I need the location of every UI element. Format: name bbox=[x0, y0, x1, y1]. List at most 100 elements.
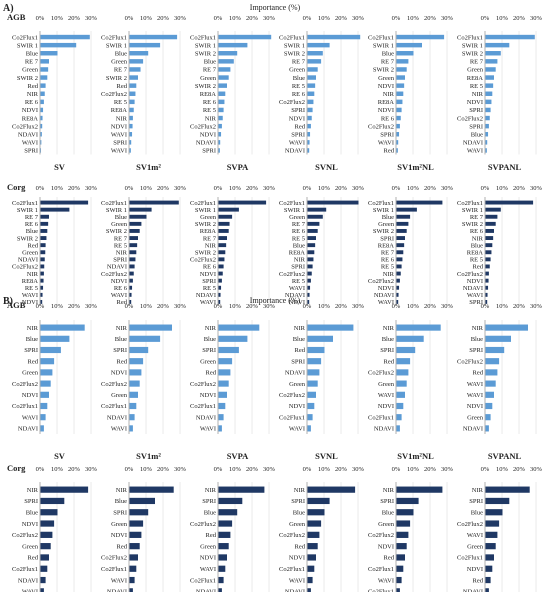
category-label: WAVI bbox=[289, 285, 305, 292]
bar bbox=[129, 543, 140, 550]
category-label: SWIR 1 bbox=[195, 42, 216, 49]
panel-title: SVPANL bbox=[488, 451, 522, 461]
bar bbox=[396, 509, 414, 516]
category-label: NDAVI bbox=[107, 414, 127, 421]
bar bbox=[307, 34, 361, 40]
category-label: RE 5 bbox=[381, 264, 394, 271]
category-label: Co2Flux2 bbox=[190, 381, 216, 388]
category-label: NDVI bbox=[289, 115, 305, 122]
category-label: RE 5 bbox=[292, 83, 305, 90]
bar bbox=[307, 207, 327, 212]
x-tick-label: 30% bbox=[85, 303, 98, 310]
bar bbox=[129, 509, 149, 516]
bar bbox=[485, 59, 498, 64]
category-label: NDVI bbox=[111, 532, 127, 539]
category-label: Co2Flux1 bbox=[190, 200, 216, 207]
x-tick-label: 0% bbox=[214, 15, 223, 22]
x-tick-label: 20% bbox=[513, 15, 526, 22]
bar bbox=[129, 271, 134, 276]
bar bbox=[396, 236, 405, 241]
bar bbox=[218, 554, 227, 561]
x-tick-label: 10% bbox=[318, 303, 331, 310]
x-tick-label: 0% bbox=[36, 466, 45, 473]
bar bbox=[396, 531, 409, 538]
category-label: WAVI bbox=[22, 414, 38, 421]
x-tick-label: 10% bbox=[496, 466, 509, 473]
category-label: NDVI bbox=[22, 299, 38, 306]
x-tick-label: 20% bbox=[246, 466, 259, 473]
bar bbox=[307, 324, 354, 331]
bar bbox=[307, 264, 313, 269]
category-label: RE8A bbox=[22, 278, 39, 285]
bar bbox=[218, 207, 239, 212]
x-tick-label: 0% bbox=[214, 303, 223, 310]
category-label: SPRI bbox=[291, 107, 305, 114]
x-tick-label: 20% bbox=[513, 185, 526, 192]
bar bbox=[396, 67, 407, 72]
bar bbox=[396, 207, 417, 212]
category-label: SPRI bbox=[380, 131, 394, 138]
category-label: SPRI bbox=[24, 347, 38, 354]
category-label: SWIR 1 bbox=[106, 42, 127, 49]
category-label: NIR bbox=[205, 487, 217, 494]
category-label: Co2Flux1 bbox=[279, 414, 305, 421]
category-label: Co2Flux2 bbox=[12, 264, 38, 271]
bar bbox=[129, 236, 138, 241]
bar bbox=[218, 140, 221, 145]
bar bbox=[40, 148, 42, 153]
bar bbox=[218, 346, 239, 354]
x-tick-label: 30% bbox=[441, 303, 454, 310]
bar bbox=[396, 243, 405, 248]
category-label: SWIR 2 bbox=[17, 75, 38, 82]
category-label: NDVI bbox=[22, 392, 38, 399]
category-label: RE8A bbox=[467, 75, 484, 82]
bar bbox=[485, 391, 494, 398]
x-tick-label: 30% bbox=[85, 466, 98, 473]
category-label: Green bbox=[200, 75, 217, 82]
bar bbox=[307, 292, 310, 297]
x-tick-label: 0% bbox=[125, 185, 134, 192]
x-tick-label: 30% bbox=[263, 466, 276, 473]
category-label: Green bbox=[378, 221, 395, 228]
bar bbox=[40, 207, 70, 212]
x-tick-label: 30% bbox=[85, 185, 98, 192]
category-label: SWIR 2 bbox=[373, 67, 394, 74]
bar bbox=[307, 509, 325, 516]
bar bbox=[396, 264, 402, 269]
category-label: Co2Flux1 bbox=[101, 403, 127, 410]
bar bbox=[396, 369, 409, 376]
category-label: NIR bbox=[205, 325, 217, 332]
category-label: Co2Flux1 bbox=[12, 403, 38, 410]
axis-title: Importance (%) bbox=[250, 3, 301, 12]
category-label: Co2Flux2 bbox=[101, 381, 127, 388]
x-tick-label: 20% bbox=[335, 466, 348, 473]
bar bbox=[218, 588, 222, 592]
x-tick-label: 0% bbox=[36, 185, 45, 192]
category-label: RE 5 bbox=[470, 257, 483, 264]
bar bbox=[307, 588, 311, 592]
category-label: Blue bbox=[382, 336, 394, 343]
category-label: NDVI bbox=[200, 555, 216, 562]
category-label: Blue bbox=[115, 336, 127, 343]
category-label: Blue bbox=[26, 50, 38, 57]
bar bbox=[307, 358, 322, 365]
bar bbox=[129, 228, 140, 233]
x-tick-label: 0% bbox=[303, 15, 312, 22]
bar bbox=[129, 91, 136, 96]
bar bbox=[129, 115, 133, 121]
category-label: RE8A bbox=[467, 249, 484, 256]
bar bbox=[129, 250, 137, 255]
bar bbox=[396, 285, 400, 290]
category-label: NIR bbox=[294, 257, 306, 264]
bar bbox=[307, 554, 316, 561]
bar bbox=[218, 214, 233, 219]
bar bbox=[307, 402, 315, 410]
category-label: NDVI bbox=[111, 123, 127, 130]
bar bbox=[218, 67, 231, 72]
bar bbox=[218, 486, 265, 493]
bar bbox=[40, 576, 46, 584]
x-tick-label: 10% bbox=[229, 15, 242, 22]
panel-title: SV1m²NL bbox=[397, 162, 434, 172]
bar bbox=[40, 250, 46, 255]
bar bbox=[129, 497, 155, 505]
